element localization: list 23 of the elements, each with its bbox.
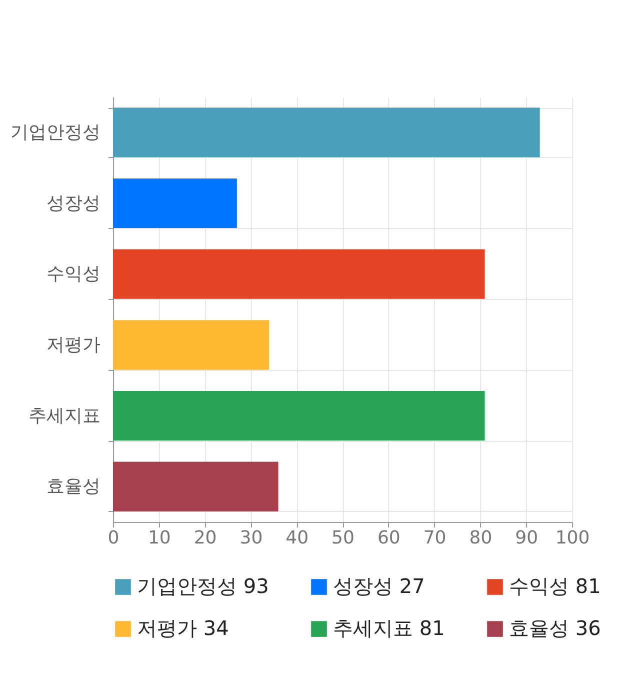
legend-label: 수익성 81 (509, 574, 601, 598)
x-tick-label: 90 (515, 528, 538, 548)
x-tick-label: 80 (469, 528, 492, 548)
legend-label: 저평가 34 (137, 616, 229, 640)
x-tick-label: 50 (332, 528, 354, 548)
x-tick-label: 60 (377, 528, 400, 548)
legend-label: 추세지표 81 (333, 616, 445, 640)
x-tick-label: 10 (148, 528, 171, 548)
x-tick-label: 20 (194, 528, 217, 548)
x-tick-label: 0 (108, 528, 120, 548)
x-tick-label: 30 (240, 528, 263, 548)
legend-label: 성장성 27 (333, 574, 425, 598)
x-tick-label: 100 (555, 528, 590, 548)
y-tick-label: 성장성 (46, 192, 100, 214)
y-tick-label: 효율성 (46, 476, 100, 498)
legend-label: 효율성 36 (509, 616, 601, 640)
x-tick-label: 40 (286, 528, 309, 548)
y-tick-label: 수익성 (46, 264, 100, 285)
y-tick-label: 기업안정성 (10, 122, 100, 143)
legend-label: 기업안정성 93 (137, 574, 269, 598)
x-tick-label: 70 (423, 528, 446, 548)
y-tick-label: 저평가 (46, 334, 100, 356)
y-tick-label: 추세지표 (28, 405, 100, 426)
